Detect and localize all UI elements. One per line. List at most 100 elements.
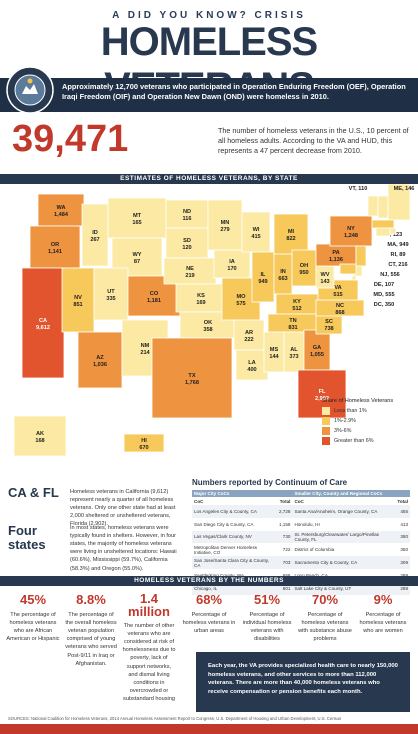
state-label-ms: MS [270,347,279,353]
state-value-ms: 144 [269,354,279,360]
state-value-ut: 335 [106,296,115,302]
state-fl [297,369,347,419]
state-value-nd: 116 [182,216,191,222]
ca-fl-heading: CA & FL [8,485,59,500]
state-label-al: AL [290,347,298,353]
state-label-ca: CA [39,318,47,324]
state-label-co: CO [150,291,159,297]
state-oh [291,249,317,287]
state-value-mi: 822 [286,236,295,242]
state-label-ut: UT [107,289,115,295]
state-label-id: ID [92,230,98,236]
state-label-ks: KS [197,293,205,299]
state-value-nc: 868 [335,310,344,316]
legend-item: Less than 1% [322,407,416,415]
state-la [235,349,269,381]
state-value-ak: 168 [35,438,44,444]
state-value-wi: 415 [251,234,260,240]
state-label-mn: MN [221,220,230,226]
state-label-la: LA [248,360,255,366]
number-desc: Percentage of individual homeless vetera… [242,612,292,643]
state-vt [367,195,379,217]
state-nh [377,195,389,219]
state-label-pa: PA [332,250,339,256]
state-label-mo: MO [236,294,246,300]
state-value-ar: 222 [244,337,253,343]
state-value-fl: 2,902 [315,396,329,402]
state-label-ny: NY [347,226,355,232]
state-value-ny: 1,248 [344,233,358,239]
number-value: 45% [19,592,47,607]
footer-bar [0,724,418,734]
state-label-wa: WA [56,205,65,211]
table-subheader: Total [279,498,291,504]
state-nd [165,199,209,229]
table-cell: 2,728 [276,505,293,518]
state-value-az: 1,036 [93,362,107,368]
state-label-nh: NH, 123 [382,232,403,238]
number-desc: Percentage of homeless veterans who are … [359,612,407,635]
state-ia [213,249,251,279]
number-item: 1.4 million The number of other veterans … [120,592,178,703]
four-states-text: In most states, homeless veterans were t… [70,525,177,572]
stat-text: The number of homeless veterans in the U… [218,126,409,156]
state-value-mt: 165 [132,220,141,226]
state-dc [351,275,357,281]
coc-table: Major City CoCs Smaller City, County and… [192,490,410,595]
state-value-ky: 512 [292,306,301,312]
numbers-section-bar [0,576,418,586]
state-az [77,331,123,389]
seal-logo [6,66,54,114]
state-label-nc: NC [336,303,344,309]
state-label-oh: OH [300,263,308,269]
table-row: San Jose/Santa Clara City & County, CA 70… [192,556,410,569]
stat-number: 39,471 [12,118,129,160]
state-label-sc: SC [325,319,333,325]
legend-swatch [322,427,330,435]
state-label-de: DE, 107 [374,282,394,288]
state-label-az: AZ [96,355,104,361]
legend-label: 3%-6% [334,428,352,434]
table-cell: 730 [276,530,293,544]
table-cell: 656 [277,569,293,582]
state-ks [175,283,227,313]
state-ak [13,415,67,457]
table-cell: Sacramento City & County, CA [292,556,396,569]
table-cell: 309 [395,556,410,569]
state-ca [21,267,65,379]
state-value-mn: 279 [220,227,229,233]
table-cell: 350 [400,547,408,553]
table-cell: Santa Ana/Anaheim, Orange County, CA [292,505,396,518]
state-value-mo: 575 [236,301,245,307]
state-value-la: 400 [247,367,256,373]
legend-title: Share of Homeless Veterans [322,398,394,404]
state-label-ct: CT, 216 [388,262,407,268]
state-ct [375,227,391,237]
state-label-il: IL [261,272,267,278]
table-row: Seattle/King County, WA656Long Beach, CA… [192,569,410,582]
state-label-or: OR [51,242,59,248]
number-value: 68% [195,592,223,607]
table-cell: 722 [282,547,291,553]
state-label-va: VA [334,285,341,291]
state-nj [355,245,367,267]
table-cell: 703 [276,556,293,569]
state-label-nv: NV [74,295,82,301]
state-value-hi: 670 [139,445,148,451]
number-item: 70% Percentage of homeless veterans with … [296,592,354,643]
state-value-tn: 831 [288,325,297,331]
header-band [0,78,418,112]
state-value-ok: 358 [203,327,212,333]
state-value-ks: 169 [196,300,205,306]
state-label-ok: OK [204,320,212,326]
state-value-sc: 738 [324,326,333,332]
table-subheader: Total [397,498,408,504]
legend-label: Greater than 6% [334,438,374,444]
state-hi [123,433,165,453]
sources: SOURCES: National Coalition for Homeless… [8,716,342,721]
number-value: 9% [373,592,393,607]
number-item: 8.8% The percentage of the overall homele… [62,592,120,668]
table-row: Las Vegas/Clark County, NV 730 St. Petersb… [192,530,410,544]
legend-item: 3%-6% [322,427,416,435]
